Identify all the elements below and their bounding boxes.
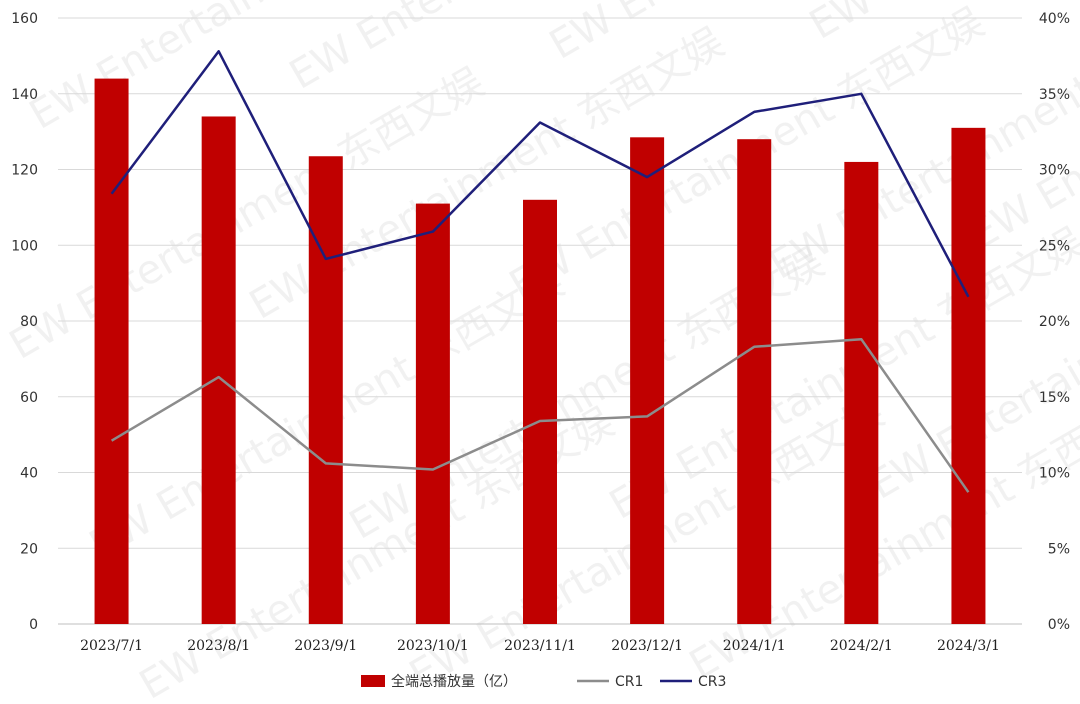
y-right-tick-label: 10% (1039, 466, 1070, 482)
y-right-tick-label: 15% (1039, 390, 1070, 406)
y-right-tick-label: 0% (1048, 617, 1070, 633)
bar (630, 137, 665, 624)
y-left-tick-label: 20 (20, 541, 38, 557)
x-tick-label: 2023/10/1 (397, 638, 469, 654)
cr3-line (110, 50, 970, 298)
bar-series (94, 78, 986, 625)
bar (523, 199, 557, 625)
legend-swatch-bar (361, 675, 385, 687)
y-right-tick-label: 25% (1039, 238, 1070, 254)
legend-label: CR1 (615, 674, 643, 690)
bar (951, 127, 986, 625)
bar (308, 156, 343, 624)
x-tick-label: 2024/1/1 (723, 638, 786, 654)
bar (844, 161, 879, 625)
x-tick-label: 2023/11/1 (504, 638, 576, 654)
y-left-tick-label: 140 (11, 87, 38, 103)
y-left-tick-label: 40 (20, 466, 38, 482)
x-tick-label: 2024/2/1 (830, 638, 893, 654)
legend-label: 全端总播放量（亿） (391, 673, 517, 690)
cr1-line (110, 337, 970, 493)
legend: 全端总播放量（亿） CR1 CR3 (361, 673, 726, 690)
x-axis-ticks: 2023/7/1 2023/8/1 2023/9/1 2023/10/1 2023/11… (80, 638, 1000, 654)
x-tick-label: 2024/3/1 (937, 638, 1000, 654)
right-axis-ticks: 0% 5% 10% 15% 20% 25% 30% 35% 40% (1039, 11, 1070, 633)
legend-label: CR3 (698, 674, 726, 690)
y-left-tick-label: 100 (11, 238, 38, 254)
y-right-tick-label: 20% (1039, 314, 1070, 330)
y-left-tick-label: 160 (11, 11, 38, 27)
y-right-tick-label: 5% (1048, 541, 1070, 557)
x-tick-label: 2023/12/1 (611, 638, 683, 654)
y-right-tick-label: 35% (1039, 87, 1070, 103)
left-axis-ticks: 0 20 40 60 80 100 120 140 160 (11, 11, 38, 633)
x-tick-label: 2023/8/1 (187, 638, 250, 654)
bar (415, 203, 450, 624)
bar (201, 116, 236, 624)
x-tick-label: 2023/9/1 (294, 638, 357, 654)
y-left-tick-label: 120 (11, 163, 38, 179)
y-left-tick-label: 80 (20, 314, 38, 330)
y-left-tick-label: 0 (29, 617, 38, 633)
y-left-tick-label: 60 (20, 390, 38, 406)
x-tick-label: 2023/7/1 (80, 638, 143, 654)
line-series (110, 50, 970, 493)
y-right-tick-label: 40% (1039, 11, 1070, 27)
bar (737, 139, 772, 624)
bar (94, 78, 129, 625)
y-right-tick-label: 30% (1039, 163, 1070, 179)
